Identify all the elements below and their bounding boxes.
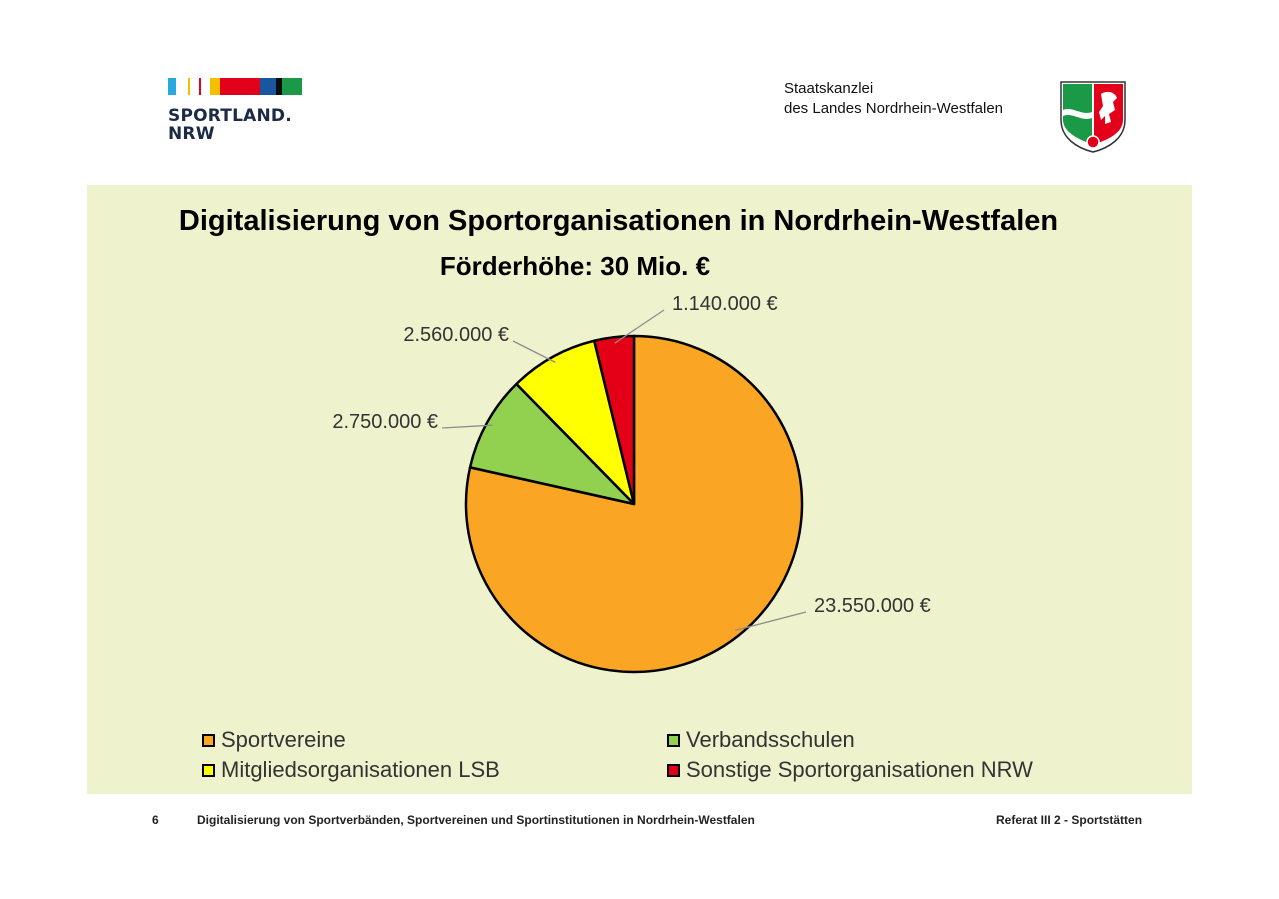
leader-line xyxy=(735,611,807,632)
legend-swatch xyxy=(667,763,680,777)
logo-stripe xyxy=(276,78,282,95)
data-label: 23.550.000 € xyxy=(814,595,931,617)
data-label: 1.140.000 € xyxy=(672,293,778,315)
footer-title: Digitalisierung von Sportverbänden, Spor… xyxy=(197,813,755,827)
legend-item-mitgliedsorganisationen: Mitgliedsorganisationen LSB xyxy=(202,757,500,783)
logo-stripe xyxy=(282,78,302,95)
logo-stripe-thin xyxy=(199,78,201,95)
data-label: 2.560.000 € xyxy=(403,324,509,346)
legend-label: Verbandsschulen xyxy=(686,727,855,752)
leader-line xyxy=(441,424,493,429)
legend-item-verbandsschulen: Verbandsschulen xyxy=(667,727,855,753)
sportland-nrw-logo: SPORTLAND. NRW xyxy=(168,78,302,143)
legend-label: Mitgliedsorganisationen LSB xyxy=(221,757,500,782)
staatskanzlei-label: Staatskanzlei des Landes Nordrhein-Westf… xyxy=(784,79,1003,119)
legend-swatch xyxy=(202,733,215,747)
org-line-2: des Landes Nordrhein-Westfalen xyxy=(784,100,1004,117)
org-line-1: Staatskanzlei xyxy=(784,80,874,97)
logo-color-stripes xyxy=(168,78,302,95)
logo-stripe xyxy=(220,78,260,95)
chart-subtitle: Förderhöhe: 30 Mio. € xyxy=(439,251,711,281)
legend-item-sonstige: Sonstige Sportorganisationen NRW xyxy=(667,757,1033,783)
pie-slice-sonstige xyxy=(593,334,636,506)
chart-title: Digitalisierung von Sportorganisationen … xyxy=(178,205,1059,237)
pie-slice-mitgliedsorganisationen xyxy=(515,339,636,506)
chart-legend: Sportvereine Verbandsschulen Mitgliedsor… xyxy=(202,727,1102,787)
data-label: 2.750.000 € xyxy=(332,411,438,433)
footer-department: Referat III 2 - Sportstätten xyxy=(996,813,1143,827)
logo-stripe xyxy=(210,78,220,95)
legend-label: Sportvereine xyxy=(221,727,346,752)
logo-stripe xyxy=(260,78,276,95)
legend-swatch xyxy=(202,763,215,777)
leader-line xyxy=(512,340,556,363)
sportland-logo-text: SPORTLAND. NRW xyxy=(168,106,292,144)
logo-stripe xyxy=(168,78,176,95)
legend-item-sportvereine: Sportvereine xyxy=(202,727,346,753)
pie-slice-verbandsschulen xyxy=(468,382,636,506)
legend-label: Sonstige Sportorganisationen NRW xyxy=(686,757,1033,782)
footer-page-number: 6 xyxy=(152,813,159,827)
logo-stripe-thin xyxy=(188,78,190,95)
legend-swatch xyxy=(667,733,680,747)
nrw-coat-of-arms-icon xyxy=(1060,81,1126,153)
leader-line xyxy=(614,309,665,344)
